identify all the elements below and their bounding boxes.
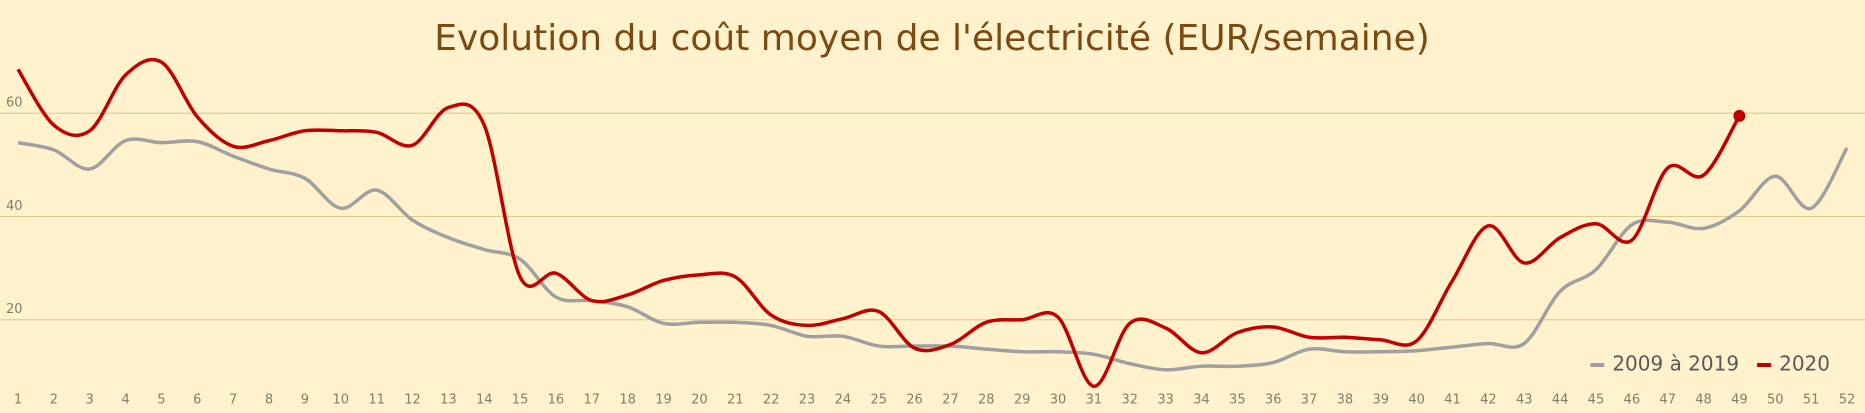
x-tick-label: 11 <box>368 393 385 408</box>
x-tick-label: 38 <box>1337 393 1354 408</box>
x-tick-label: 23 <box>799 393 816 408</box>
x-tick-label: 20 <box>691 393 708 408</box>
x-tick-label: 32 <box>1121 393 1138 408</box>
x-tick-label: 25 <box>870 393 887 408</box>
x-tick-label: 43 <box>1516 393 1533 408</box>
series-line <box>16 57 1741 389</box>
x-tick-label: 24 <box>835 393 852 408</box>
x-tick-label: 39 <box>1373 393 1390 408</box>
x-tick-label: 6 <box>193 393 201 408</box>
x-tick-label: 41 <box>1444 393 1461 408</box>
x-tick-label: 9 <box>301 393 309 408</box>
x-tick-label: 16 <box>548 393 565 408</box>
x-tick-label: 47 <box>1659 393 1676 408</box>
x-tick-label: 29 <box>1014 393 1031 408</box>
x-tick-label: 15 <box>512 393 529 408</box>
x-tick-label: 1 <box>14 393 22 408</box>
x-tick-label: 45 <box>1588 393 1605 408</box>
x-tick-label: 30 <box>1050 393 1067 408</box>
x-tick-label: 18 <box>619 393 636 408</box>
x-tick-label: 28 <box>978 393 995 408</box>
x-tick-label: 35 <box>1229 393 1246 408</box>
series-line <box>17 137 1849 372</box>
y-tick-label: 40 <box>6 199 23 214</box>
x-tick-label: 3 <box>86 393 94 408</box>
y-tick-label: 60 <box>6 96 23 111</box>
x-tick-label: 12 <box>404 393 421 408</box>
y-tick-label: 20 <box>6 302 23 317</box>
end-marker <box>1733 109 1746 122</box>
x-tick-label: 17 <box>584 393 601 408</box>
x-tick-label: 44 <box>1552 393 1569 408</box>
x-tick-label: 21 <box>727 393 744 408</box>
x-tick-label: 7 <box>229 393 237 408</box>
x-tick-label: 42 <box>1480 393 1497 408</box>
x-tick-label: 13 <box>440 393 457 408</box>
x-tick-label: 26 <box>906 393 923 408</box>
legend-label: 2020 <box>1779 352 1830 376</box>
x-tick-label: 33 <box>1157 393 1174 408</box>
x-tick-label: 37 <box>1301 393 1318 408</box>
x-tick-label: 46 <box>1624 393 1641 408</box>
x-tick-label: 14 <box>476 393 493 408</box>
x-tick-label: 22 <box>763 393 780 408</box>
x-tick-label: 8 <box>265 393 273 408</box>
x-tick-label: 48 <box>1695 393 1712 408</box>
x-tick-label: 36 <box>1265 393 1282 408</box>
legend-label: 2009 à 2019 <box>1612 352 1739 376</box>
x-tick-label: 50 <box>1767 393 1784 408</box>
x-tick-label: 4 <box>121 393 129 408</box>
x-tick-label: 52 <box>1839 393 1856 408</box>
x-tick-label: 34 <box>1193 393 1210 408</box>
x-tick-label: 27 <box>942 393 959 408</box>
x-tick-label: 5 <box>157 393 165 408</box>
x-tick-label: 49 <box>1731 393 1748 408</box>
x-tick-label: 31 <box>1086 393 1103 408</box>
x-tick-label: 51 <box>1803 393 1820 408</box>
x-tick-label: 40 <box>1408 393 1425 408</box>
x-tick-label: 19 <box>655 393 672 408</box>
x-tick-label: 10 <box>332 393 349 408</box>
x-tick-label: 2 <box>50 393 58 408</box>
chart-title: Evolution du coût moyen de l'électricité… <box>434 18 1430 59</box>
